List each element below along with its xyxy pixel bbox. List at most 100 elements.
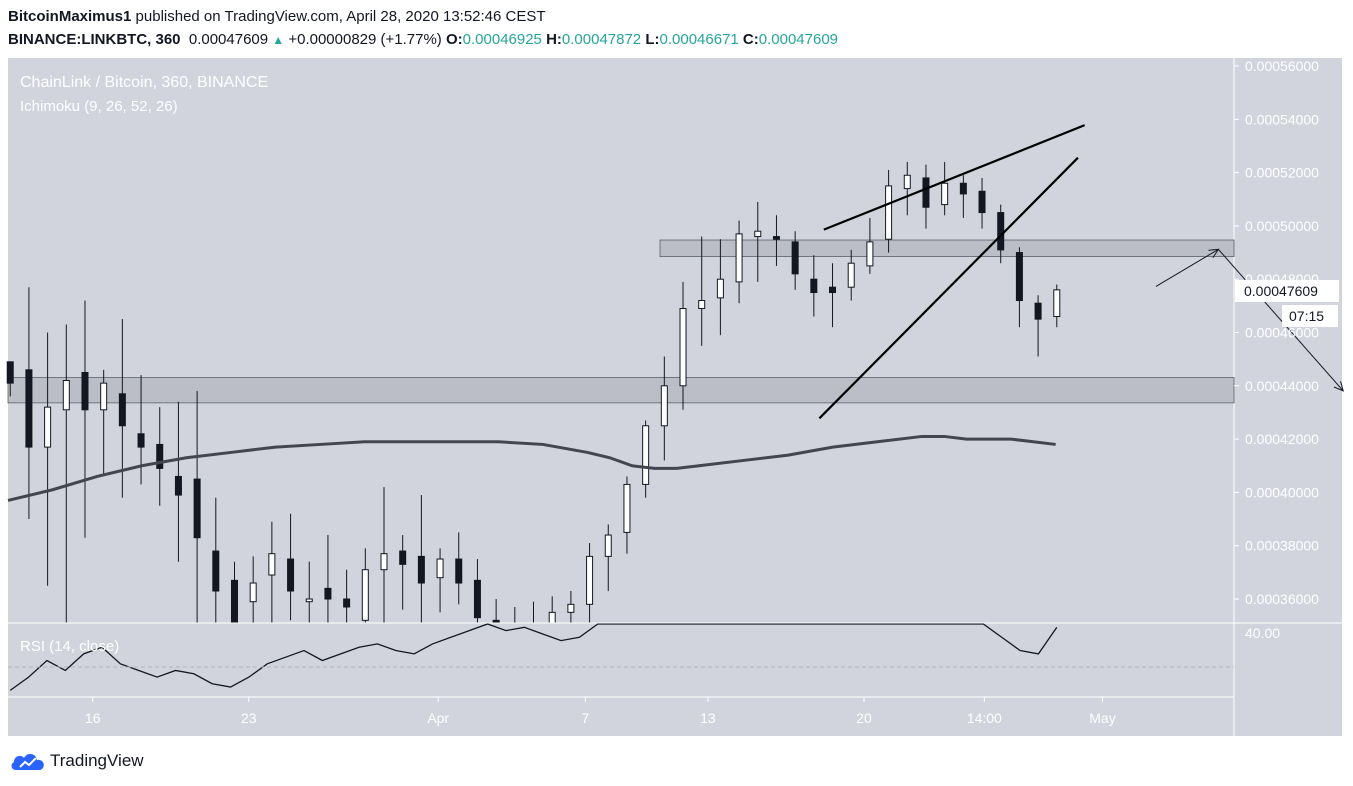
- published-text: published on TradingView.com, April 28, …: [135, 8, 546, 25]
- candle-body-down: [118, 393, 126, 427]
- tradingview-logo[interactable]: TradingView: [10, 750, 144, 772]
- candle-body-up: [586, 555, 594, 605]
- candle-body-down: [1034, 302, 1042, 320]
- candle: [455, 532, 463, 605]
- last-price-tag: 0.00047609 07:15: [1235, 280, 1339, 327]
- candle-body-up: [62, 379, 70, 411]
- candle-body-up: [380, 553, 388, 571]
- candle-body-down: [324, 587, 332, 600]
- y-tick-label: 0.00054000: [1245, 111, 1319, 127]
- candle: [959, 175, 967, 218]
- candle-body-up: [1053, 289, 1061, 318]
- candle: [100, 369, 108, 474]
- cloud-logo-icon: [11, 754, 44, 770]
- candle-body-up: [100, 382, 108, 411]
- indicator-label: Ichimoku (9, 26, 52, 26): [20, 98, 178, 115]
- candle: [268, 521, 276, 623]
- open-value: 0.00046925: [462, 31, 542, 48]
- candle-body-down: [399, 550, 407, 565]
- candle-body-up: [885, 185, 893, 240]
- candle: [473, 559, 481, 623]
- candle: [212, 497, 220, 623]
- rsi-label: RSI (14, close): [20, 638, 120, 655]
- countdown-value: 07:15: [1289, 308, 1324, 324]
- candle: [399, 535, 407, 610]
- candle: [679, 281, 687, 410]
- candle-body-up: [642, 425, 650, 485]
- candle: [567, 591, 575, 623]
- candle-body-down: [417, 555, 425, 584]
- candle-body-up: [604, 534, 612, 557]
- candle: [772, 215, 780, 266]
- candle: [436, 548, 444, 613]
- price-tag-value: 0.00047609: [1244, 283, 1318, 299]
- candle: [586, 543, 594, 623]
- candle: [305, 561, 313, 623]
- candle-body-down: [959, 182, 967, 195]
- candle-body-up: [361, 569, 369, 621]
- candle-body-up: [44, 406, 52, 448]
- baseline-line: [7, 434, 1056, 502]
- candle: [903, 161, 911, 216]
- candle-body-up: [903, 174, 911, 190]
- candle: [324, 535, 332, 623]
- candle-body-down: [772, 236, 780, 240]
- open-label: O:: [445, 31, 463, 48]
- rsi-pane: 40.00: [8, 623, 1280, 691]
- y-tick-label: 0.00046000: [1245, 325, 1319, 341]
- arrow-head-up: [1208, 248, 1220, 258]
- candle-body-up: [698, 300, 706, 310]
- candle: [343, 569, 351, 623]
- candle-body-up: [268, 553, 276, 576]
- candle-body-down: [473, 579, 481, 619]
- zones: [7, 239, 1235, 404]
- candle-body-down: [230, 579, 238, 624]
- candle: [44, 332, 52, 586]
- candle: [156, 407, 164, 506]
- candle: [417, 495, 425, 623]
- price-change: +0.00000829 (+1.77%): [288, 31, 442, 48]
- candle: [791, 231, 799, 290]
- candle: [698, 236, 706, 346]
- x-tick-label: 14:00: [967, 710, 1002, 726]
- candle-body-up: [548, 611, 556, 624]
- candle: [380, 487, 388, 623]
- candle-body-down: [25, 369, 33, 448]
- candle: [81, 300, 89, 538]
- candle-body-down: [978, 190, 986, 214]
- candle-body-up: [716, 278, 724, 299]
- candle: [249, 556, 257, 623]
- candle: [847, 249, 855, 301]
- candle-body-down: [137, 433, 145, 448]
- logo-text: TradingView: [50, 751, 144, 770]
- candle-body-up: [623, 483, 631, 533]
- candle: [361, 548, 369, 623]
- candle: [1053, 284, 1061, 328]
- x-axis-ticks: 16 23 Apr 7 13 20 14:00 May: [85, 697, 1116, 726]
- candle-body-down: [156, 443, 164, 469]
- candle-body-down: [997, 212, 1005, 251]
- candle-body-down: [829, 286, 837, 294]
- rsi-line: [9, 623, 1058, 691]
- candle-body-down: [212, 550, 220, 592]
- author-name[interactable]: BitcoinMaximus1: [8, 8, 132, 25]
- x-tick-label: 20: [856, 710, 872, 726]
- candle: [287, 513, 295, 621]
- publish-info: BitcoinMaximus1 published on TradingView…: [8, 8, 546, 25]
- candle: [754, 201, 762, 282]
- candle: [735, 220, 743, 304]
- candle-body-down: [81, 371, 89, 411]
- candle-body-up: [754, 230, 762, 238]
- symbol-label[interactable]: BINANCE:LINKBTC, 360: [8, 31, 181, 48]
- candle: [716, 239, 724, 336]
- y-tick-label: 0.00036000: [1245, 591, 1319, 607]
- arrow-head-down: [1333, 381, 1344, 392]
- candle-body-down: [791, 241, 799, 275]
- price-chart[interactable]: 40.00 0.000560000.000540000.000520000.00…: [0, 0, 1353, 745]
- y-tick-label: 0.00040000: [1245, 484, 1319, 500]
- candle: [885, 169, 893, 253]
- candle-body-up: [249, 582, 257, 603]
- y-tick-label: 0.00052000: [1245, 165, 1319, 181]
- candle-body-up: [305, 598, 313, 603]
- price-tag-box: [1235, 280, 1339, 302]
